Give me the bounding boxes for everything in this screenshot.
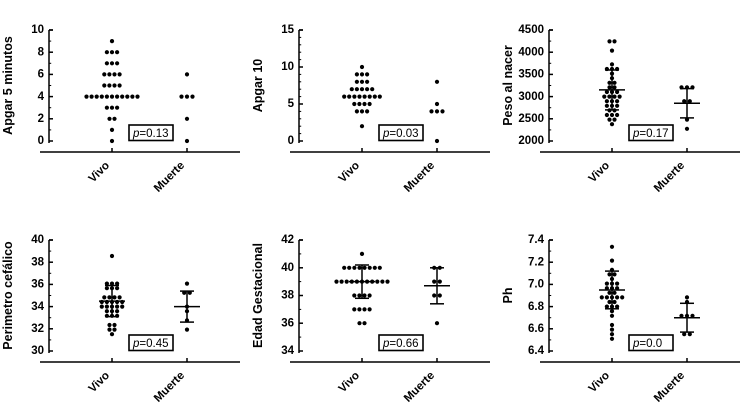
svg-text:Muerte: Muerte bbox=[652, 160, 687, 195]
svg-text:Muerte: Muerte bbox=[152, 370, 187, 405]
svg-text:Muerte: Muerte bbox=[152, 160, 187, 195]
svg-text:30: 30 bbox=[31, 345, 44, 357]
svg-text:Vivo: Vivo bbox=[337, 160, 363, 186]
svg-text:Muerte: Muerte bbox=[402, 370, 437, 405]
svg-text:34: 34 bbox=[281, 345, 294, 357]
svg-text:p=0.66: p=0.66 bbox=[382, 338, 419, 350]
svg-text:2: 2 bbox=[38, 113, 44, 125]
svg-text:6.6: 6.6 bbox=[528, 323, 544, 335]
svg-text:6.8: 6.8 bbox=[528, 301, 545, 313]
svg-text:Ph: Ph bbox=[501, 288, 515, 304]
svg-text:p=0.03: p=0.03 bbox=[382, 128, 419, 140]
svg-text:Vivo: Vivo bbox=[87, 370, 113, 396]
svg-text:Muerte: Muerte bbox=[652, 370, 687, 405]
svg-text:7.2: 7.2 bbox=[528, 256, 544, 268]
svg-text:6.4: 6.4 bbox=[528, 345, 545, 357]
svg-text:7.4: 7.4 bbox=[528, 234, 545, 246]
svg-text:p=0.0: p=0.0 bbox=[632, 338, 662, 350]
svg-text:4000: 4000 bbox=[518, 46, 544, 58]
svg-text:0: 0 bbox=[288, 135, 294, 147]
svg-text:36: 36 bbox=[281, 318, 294, 330]
svg-text:4500: 4500 bbox=[518, 24, 544, 36]
svg-text:42: 42 bbox=[281, 234, 294, 246]
svg-text:Perimetro cefálico: Perimetro cefálico bbox=[1, 241, 15, 350]
svg-text:3500: 3500 bbox=[518, 69, 544, 81]
svg-text:Muerte: Muerte bbox=[402, 160, 437, 195]
svg-text:Vivo: Vivo bbox=[87, 160, 113, 186]
svg-text:40: 40 bbox=[31, 234, 44, 246]
svg-text:34: 34 bbox=[31, 301, 44, 313]
svg-text:Peso al nacer: Peso al nacer bbox=[501, 45, 515, 126]
svg-text:p=0.13: p=0.13 bbox=[132, 128, 169, 140]
svg-text:38: 38 bbox=[281, 290, 294, 302]
svg-text:36: 36 bbox=[31, 279, 44, 291]
svg-text:5: 5 bbox=[288, 98, 295, 110]
svg-text:Vivo: Vivo bbox=[587, 160, 613, 186]
svg-text:40: 40 bbox=[281, 262, 294, 274]
svg-text:Edad Gestacional: Edad Gestacional bbox=[251, 243, 265, 348]
svg-text:2500: 2500 bbox=[518, 113, 544, 125]
svg-text:10: 10 bbox=[281, 61, 294, 73]
svg-text:6: 6 bbox=[38, 69, 44, 81]
svg-text:8: 8 bbox=[38, 46, 45, 58]
svg-text:Vivo: Vivo bbox=[337, 370, 363, 396]
svg-text:Apgar 5 minutos: Apgar 5 minutos bbox=[1, 36, 15, 135]
svg-text:p=0.17: p=0.17 bbox=[632, 128, 669, 140]
svg-text:Apgar 10: Apgar 10 bbox=[251, 59, 265, 113]
svg-text:p=0.45: p=0.45 bbox=[132, 338, 169, 350]
svg-text:0: 0 bbox=[38, 135, 44, 147]
svg-text:7.0: 7.0 bbox=[528, 279, 544, 291]
svg-text:15: 15 bbox=[281, 24, 294, 36]
svg-text:Vivo: Vivo bbox=[587, 370, 613, 396]
svg-text:4: 4 bbox=[38, 91, 45, 103]
svg-text:10: 10 bbox=[31, 24, 44, 36]
svg-text:2000: 2000 bbox=[518, 135, 544, 147]
svg-text:32: 32 bbox=[31, 323, 44, 335]
svg-text:3000: 3000 bbox=[518, 91, 544, 103]
svg-text:38: 38 bbox=[31, 256, 44, 268]
